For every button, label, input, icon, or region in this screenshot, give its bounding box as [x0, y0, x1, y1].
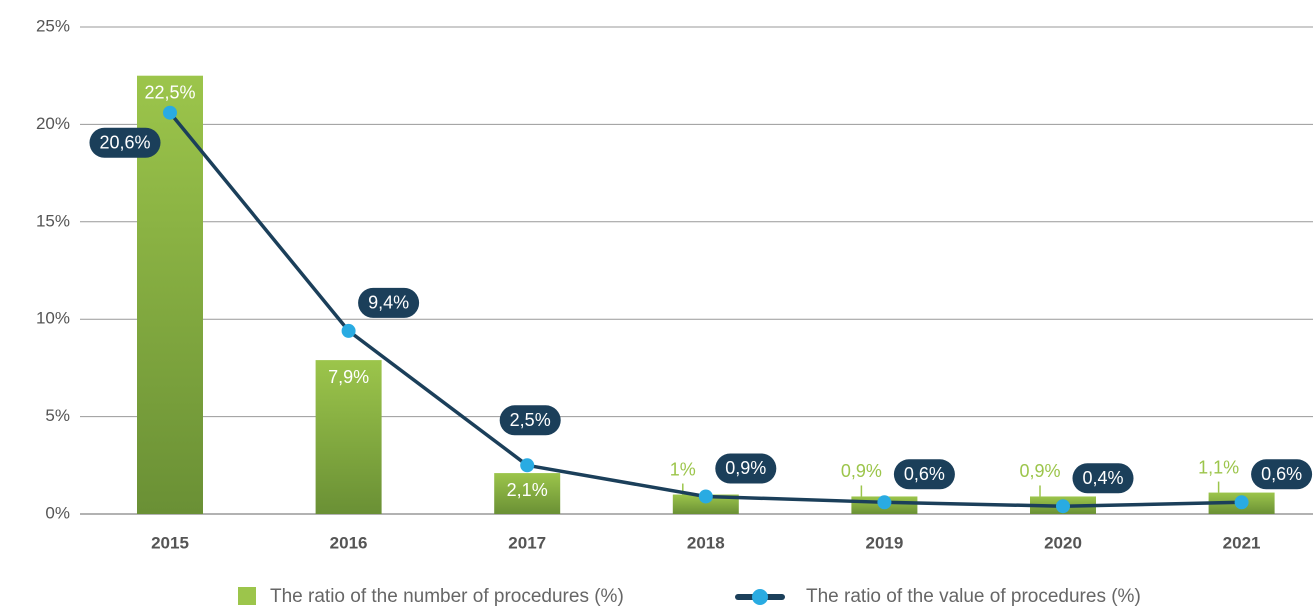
- y-tick-label: 20%: [36, 114, 70, 133]
- line-marker: [341, 323, 356, 338]
- y-tick-label: 15%: [36, 211, 70, 230]
- label-bubble: [715, 453, 777, 484]
- bar: [672, 494, 739, 514]
- line-marker: [1234, 495, 1249, 510]
- line-value-label: 9,4%: [368, 293, 409, 313]
- x-tick-label: 2020: [1044, 533, 1082, 552]
- bar-value-label: 0,9%: [1019, 461, 1060, 481]
- label-bubble: [499, 405, 561, 436]
- label-bubble: [893, 459, 955, 490]
- y-tick-label: 0%: [45, 503, 70, 522]
- bar: [315, 360, 382, 514]
- line-value-label: 20,6%: [99, 132, 150, 152]
- line-value-label: 0,6%: [904, 464, 945, 484]
- line-marker: [877, 495, 892, 510]
- legend-marker: [752, 589, 768, 605]
- x-tick-label: 2019: [865, 533, 903, 552]
- bar-value-label: 0,9%: [841, 461, 882, 481]
- line-value-label: 0,4%: [1082, 468, 1123, 488]
- legend-label: The ratio of the number of procedures (%…: [270, 586, 624, 607]
- line-value-label: 2,5%: [510, 410, 551, 430]
- line-value-label: 0,9%: [725, 458, 766, 478]
- label-bubble: [1251, 459, 1313, 490]
- line-marker: [698, 489, 713, 504]
- line-marker: [163, 105, 177, 120]
- label-bubble: [358, 287, 420, 318]
- x-tick-label: 2015: [151, 533, 189, 552]
- bar-value-label: 22,5%: [144, 82, 195, 102]
- bar-value-label: 2,1%: [507, 480, 548, 500]
- legend-label: The ratio of the value of procedures (%): [806, 586, 1141, 607]
- label-bubble: [89, 127, 161, 158]
- y-tick-label: 5%: [45, 406, 70, 425]
- x-tick-label: 2016: [330, 533, 368, 552]
- bar-value-label: 1%: [670, 459, 696, 479]
- line-value-label: 0,6%: [1261, 464, 1302, 484]
- bar-value-label: 7,9%: [328, 367, 369, 387]
- y-tick-label: 25%: [36, 16, 70, 35]
- label-bubble: [1072, 463, 1134, 494]
- x-tick-label: 2018: [687, 533, 725, 552]
- legend: The ratio of the number of procedures (%…: [238, 586, 1141, 607]
- line-marker: [1056, 499, 1070, 514]
- bar: [494, 473, 561, 514]
- bar-value-label: 1,1%: [1198, 457, 1239, 477]
- line-marker: [520, 458, 535, 473]
- x-tick-label: 2017: [508, 533, 546, 552]
- legend-swatch: [238, 587, 256, 605]
- y-tick-label: 10%: [36, 309, 70, 328]
- x-tick-label: 2021: [1223, 533, 1261, 552]
